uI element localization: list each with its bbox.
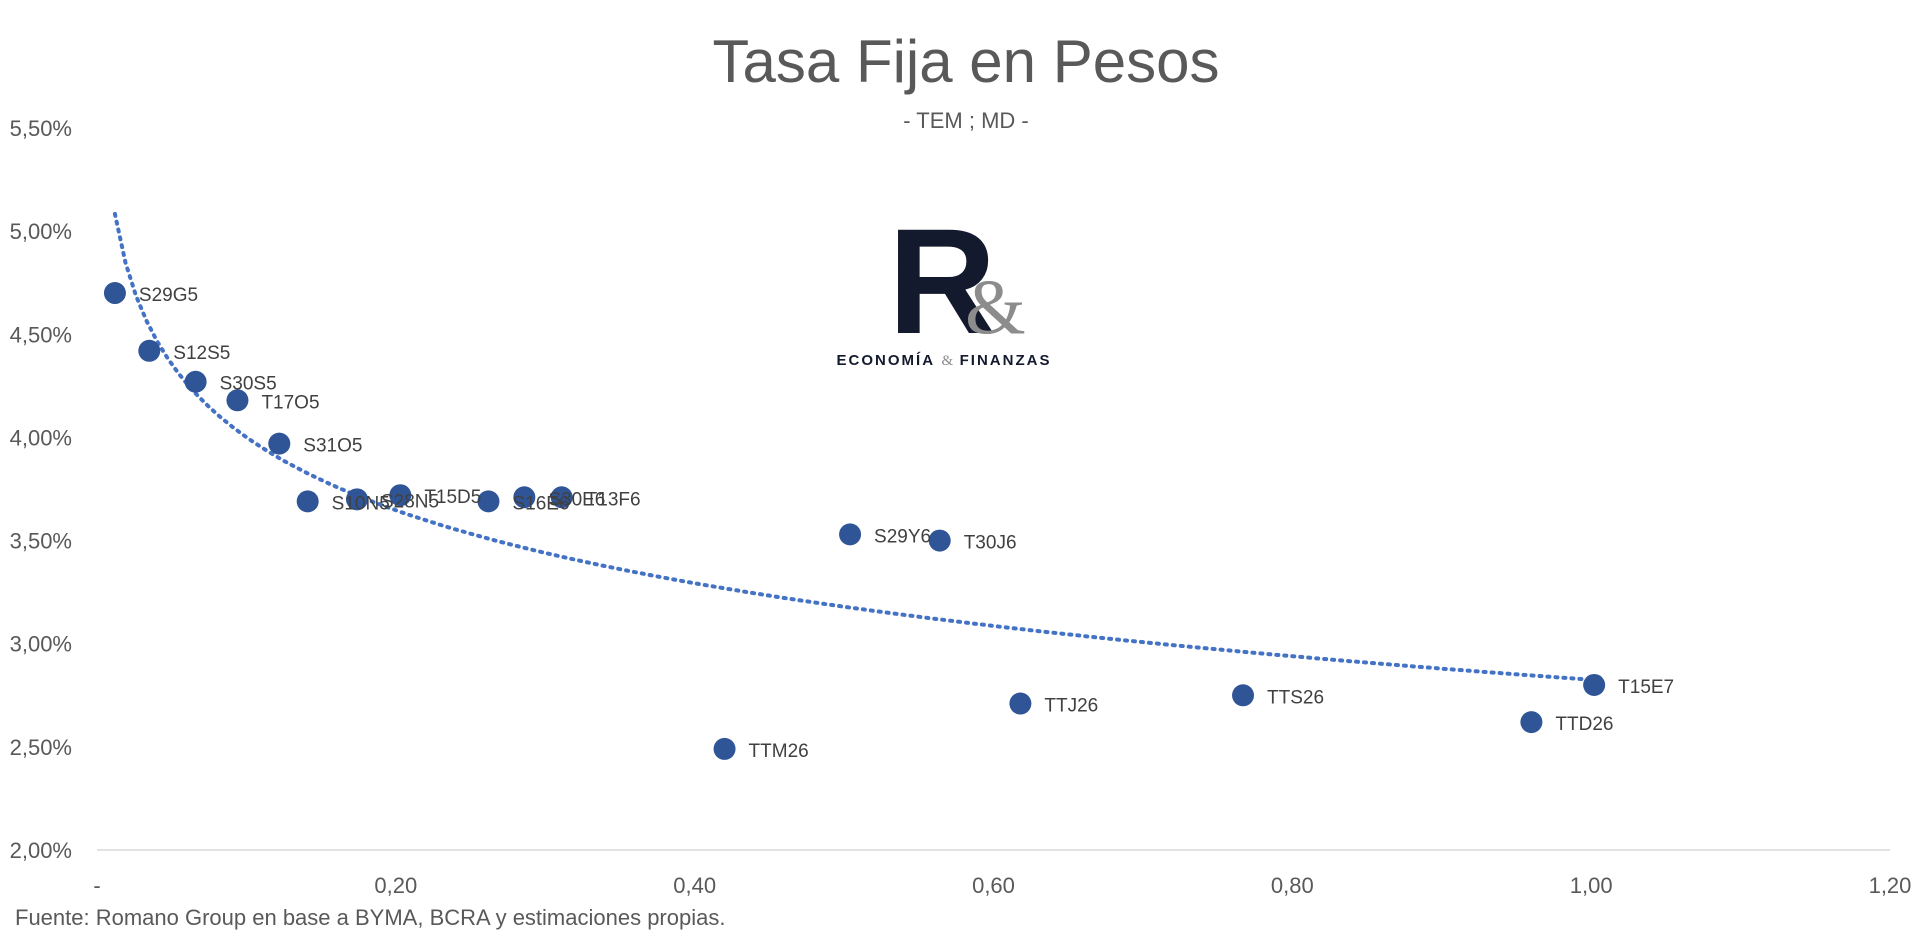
x-tick-label: 0,60 — [972, 873, 1015, 898]
x-tick-label: 0,20 — [374, 873, 417, 898]
data-label: S29Y6 — [874, 526, 931, 547]
data-label: S10N5 — [332, 493, 390, 514]
data-point — [389, 484, 412, 507]
logo-ampersand: & — [965, 263, 1026, 350]
brand-logo: R & ECONOMÍA & FINANZAS — [837, 197, 1052, 369]
y-tick-label: 3,50% — [10, 529, 72, 554]
data-point — [138, 339, 161, 362]
data-label: TTS26 — [1267, 687, 1324, 708]
data-point — [1009, 692, 1032, 715]
data-label: S16E6 — [512, 493, 569, 514]
data-label: S29G5 — [139, 285, 198, 306]
data-point — [550, 486, 573, 509]
data-point — [345, 488, 368, 511]
y-axis-ticks: 2,00% 2,50% 3,00% 3,50% 4,00% 4,50% 5,00% 5,50% — [10, 116, 72, 863]
x-tick-label: 1,20 — [1869, 873, 1912, 898]
y-tick-label: 2,50% — [10, 735, 72, 760]
x-axis-ticks: - 0,20 0,40 0,60 0,80 1,00 1,20 — [93, 873, 1911, 898]
logo-mark: R — [888, 197, 996, 365]
data-label: T15E7 — [1618, 677, 1674, 698]
data-label: TTM26 — [749, 741, 809, 762]
data-point — [928, 529, 951, 552]
data-point — [296, 490, 319, 513]
y-tick-label: 5,50% — [10, 116, 72, 141]
data-point — [184, 370, 207, 393]
data-point — [1583, 673, 1606, 696]
x-tick-label: 0,80 — [1271, 873, 1314, 898]
data-point — [477, 490, 500, 513]
data-point — [268, 432, 291, 455]
y-tick-label: 3,00% — [10, 632, 72, 657]
data-label: T17O5 — [261, 392, 319, 413]
y-tick-label: 4,00% — [10, 425, 72, 450]
data-label: T15D5 — [424, 487, 481, 508]
x-tick-label: 1,00 — [1570, 873, 1613, 898]
chart-title: Tasa Fija en Pesos — [713, 28, 1220, 95]
data-label: S28N5 — [381, 491, 439, 512]
y-tick-label: 4,50% — [10, 322, 72, 347]
data-points — [103, 282, 1606, 760]
source-note: Fuente: Romano Group en base a BYMA, BCR… — [15, 905, 725, 930]
data-point — [1232, 684, 1255, 707]
data-point — [839, 523, 862, 546]
data-point — [513, 486, 536, 509]
data-label: S30E6 — [548, 489, 605, 510]
data-label: S30S5 — [220, 374, 277, 395]
data-label: T13F6 — [586, 489, 641, 510]
x-tick-label: 0,40 — [673, 873, 716, 898]
x-tick-label: - — [93, 873, 100, 898]
data-label: T30J6 — [964, 533, 1017, 554]
data-label: S31O5 — [303, 436, 362, 457]
data-point — [103, 282, 126, 305]
trendline — [112, 211, 1594, 682]
data-label: S12S5 — [173, 343, 230, 364]
data-label: TTD26 — [1555, 714, 1613, 735]
data-point — [226, 389, 249, 412]
logo-wordmark: ECONOMÍA & FINANZAS — [837, 352, 1052, 369]
y-tick-label: 2,00% — [10, 838, 72, 863]
data-label: TTJ26 — [1044, 696, 1098, 717]
data-point — [713, 737, 736, 760]
y-tick-label: 5,00% — [10, 219, 72, 244]
data-point — [1520, 711, 1543, 734]
chart-subtitle: - TEM ; MD - — [903, 108, 1028, 133]
